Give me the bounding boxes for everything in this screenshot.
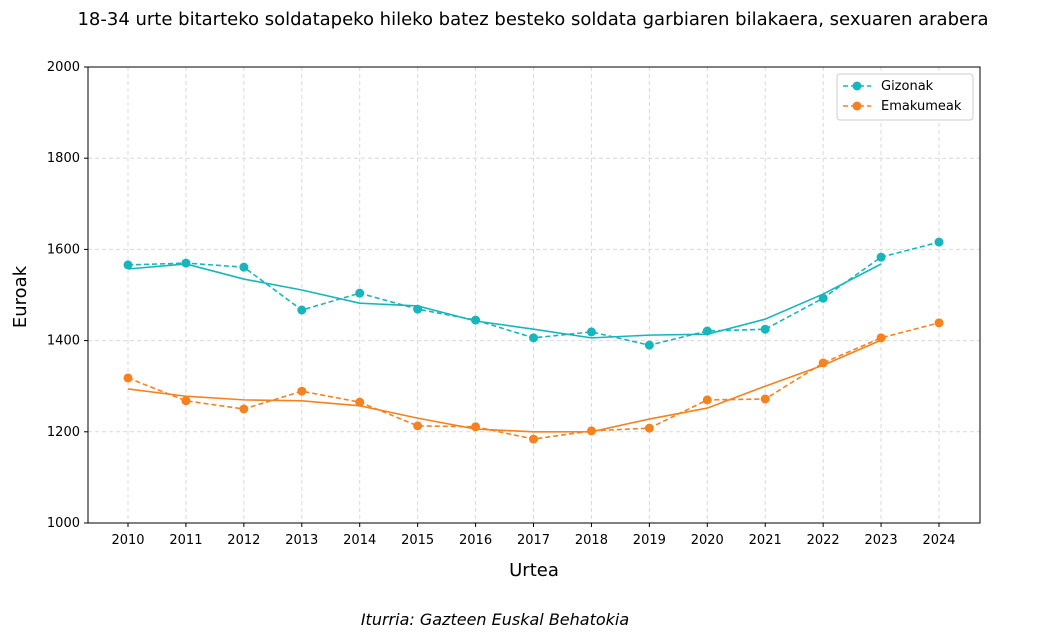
legend: Gizonak Emakumeak bbox=[836, 73, 974, 121]
x-tick-label: 2017 bbox=[517, 533, 550, 548]
data-point-gizonak bbox=[702, 326, 712, 336]
data-point-emakumeak bbox=[644, 423, 654, 433]
data-point-gizonak bbox=[818, 293, 828, 303]
x-tick-label: 2014 bbox=[343, 533, 376, 548]
data-point-gizonak bbox=[934, 237, 944, 247]
data-point-gizonak bbox=[876, 252, 886, 262]
trend-line-0 bbox=[127, 263, 882, 339]
y-tick-label: 1200 bbox=[47, 425, 80, 440]
y-tick-label: 1600 bbox=[47, 242, 80, 257]
data-point-gizonak bbox=[239, 262, 249, 272]
data-point-gizonak bbox=[471, 315, 481, 325]
data-point-emakumeak bbox=[471, 422, 481, 432]
x-tick-label: 2021 bbox=[749, 533, 782, 548]
x-tick-label: 2011 bbox=[169, 533, 202, 548]
data-point-gizonak bbox=[529, 333, 538, 343]
data-point-emakumeak bbox=[586, 426, 596, 436]
x-tick-label: 2020 bbox=[691, 533, 724, 548]
data-point-gizonak bbox=[760, 324, 770, 334]
data-point-emakumeak bbox=[934, 318, 944, 328]
x-tick-label: 2022 bbox=[807, 533, 840, 548]
x-tick-label: 2018 bbox=[575, 533, 608, 548]
x-tick-label: 2012 bbox=[227, 533, 260, 548]
data-point-gizonak bbox=[181, 258, 191, 268]
series bbox=[123, 237, 944, 444]
chart-title: 18-34 urte bitarteko soldatapeko hileko … bbox=[77, 9, 988, 30]
trend-line-1 bbox=[127, 339, 882, 433]
x-tick-label: 2013 bbox=[285, 533, 318, 548]
legend-marker-gizonak bbox=[852, 81, 862, 91]
data-point-emakumeak bbox=[297, 386, 307, 396]
data-point-emakumeak bbox=[529, 434, 538, 444]
y-tick-label: 2000 bbox=[47, 60, 80, 75]
data-point-emakumeak bbox=[702, 395, 712, 405]
legend-label-gizonak: Gizonak bbox=[881, 79, 934, 94]
grid bbox=[88, 67, 980, 523]
x-tick-label: 2024 bbox=[922, 533, 955, 548]
y-tick-label: 1400 bbox=[47, 334, 80, 349]
x-tick-label: 2016 bbox=[459, 533, 492, 548]
data-point-gizonak bbox=[297, 305, 307, 315]
data-point-emakumeak bbox=[760, 394, 770, 404]
x-tick-label: 2010 bbox=[111, 533, 144, 548]
y-axis-label: Euroak bbox=[10, 265, 31, 328]
data-point-gizonak bbox=[586, 327, 596, 337]
x-tick-label: 2019 bbox=[633, 533, 666, 548]
source-note: Iturria: Gazteen Euskal Behatokia bbox=[361, 610, 629, 629]
data-point-emakumeak bbox=[355, 397, 365, 407]
data-point-emakumeak bbox=[181, 396, 191, 406]
data-point-gizonak bbox=[644, 340, 654, 350]
data-point-emakumeak bbox=[413, 421, 423, 431]
x-tick-label: 2015 bbox=[401, 533, 434, 548]
data-point-emakumeak bbox=[818, 358, 828, 368]
x-axis-label: Urtea bbox=[509, 560, 559, 581]
data-point-gizonak bbox=[355, 288, 365, 298]
legend-marker-emakumeak bbox=[852, 101, 862, 111]
y-tick-label: 1000 bbox=[47, 516, 80, 531]
data-point-gizonak bbox=[413, 304, 423, 314]
legend-label-emakumeak: Emakumeak bbox=[881, 99, 962, 114]
x-tick-label: 2023 bbox=[865, 533, 898, 548]
data-point-emakumeak bbox=[239, 404, 249, 414]
ticks: 2010 2011 2012 2013 2014 2015 2016 2017 2018 2019… bbox=[47, 60, 956, 548]
data-point-emakumeak bbox=[123, 373, 133, 383]
data-point-gizonak bbox=[123, 260, 133, 270]
y-tick-label: 1800 bbox=[47, 151, 80, 166]
data-point-emakumeak bbox=[876, 333, 886, 343]
